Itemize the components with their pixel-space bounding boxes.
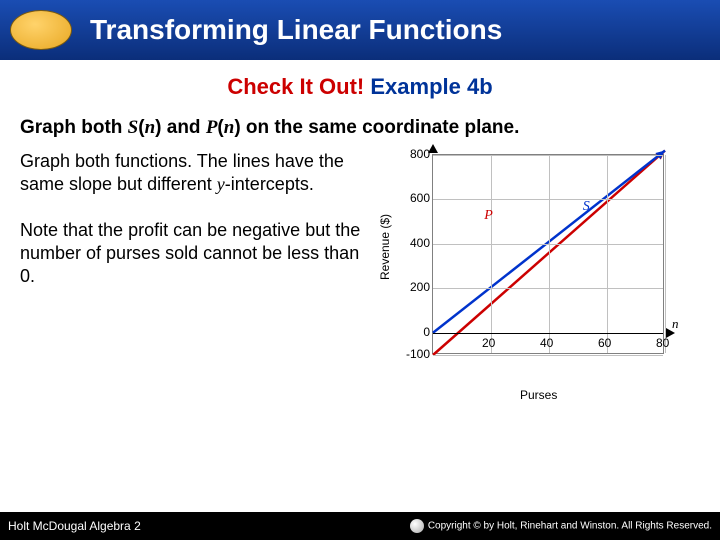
- instruction-text: Graph both S(n) and P(n) on the same coo…: [20, 116, 700, 140]
- xtick-label: 80: [656, 336, 669, 350]
- xtick-label: 40: [540, 336, 553, 350]
- footer-copy-text: Copyright © by Holt, Rinehart and Winsto…: [428, 521, 712, 532]
- line-chart: Revenue ($) Purses n -100020040060080020…: [380, 150, 680, 410]
- footer-bar: Holt McDougal Algebra 2 Copyright © by H…: [0, 512, 720, 540]
- copyright-icon: [410, 519, 424, 533]
- xtick-label: 20: [482, 336, 495, 350]
- header-oval-icon: [10, 10, 72, 50]
- xtick-label: 60: [598, 336, 611, 350]
- left-column: Graph both functions. The lines have the…: [20, 150, 380, 410]
- p1y: y: [217, 174, 225, 194]
- instr-s: S: [128, 117, 139, 138]
- instr-n2: n: [224, 117, 235, 138]
- x-axis-label: Purses: [520, 388, 557, 402]
- ytick-label: 400: [384, 236, 430, 250]
- subtitle: Check It Out! Example 4b: [0, 74, 720, 100]
- paragraph-1: Graph both functions. The lines have the…: [20, 150, 370, 197]
- series-label-P: P: [484, 208, 493, 224]
- series-label-S: S: [583, 199, 590, 215]
- instr-mid: ) and: [155, 117, 206, 138]
- subtitle-red: Check It Out!: [227, 74, 364, 99]
- instr-p: P: [206, 117, 218, 138]
- instr-n1: n: [145, 117, 156, 138]
- p1b: -intercepts.: [225, 174, 314, 194]
- right-column: Revenue ($) Purses n -100020040060080020…: [380, 150, 690, 410]
- paragraph-2: Note that the profit can be negative but…: [20, 219, 370, 289]
- subtitle-blue: Example 4b: [364, 74, 492, 99]
- ytick-label: 200: [384, 280, 430, 294]
- footer-right-text: Copyright © by Holt, Rinehart and Winsto…: [410, 519, 712, 533]
- ytick-label: 0: [384, 325, 430, 339]
- page-title: Transforming Linear Functions: [90, 14, 502, 46]
- ytick-label: 800: [384, 147, 430, 161]
- chart-grid: [432, 154, 664, 354]
- instr-post: ) on the same coordinate plane.: [234, 117, 519, 138]
- ytick-label: 600: [384, 191, 430, 205]
- header-bar: Transforming Linear Functions: [0, 0, 720, 60]
- ytick-label: -100: [384, 347, 430, 361]
- footer-left-text: Holt McDougal Algebra 2: [8, 519, 141, 533]
- content-row: Graph both functions. The lines have the…: [20, 150, 706, 410]
- instr-pre: Graph both: [20, 117, 128, 138]
- n-variable-label: n: [672, 316, 679, 332]
